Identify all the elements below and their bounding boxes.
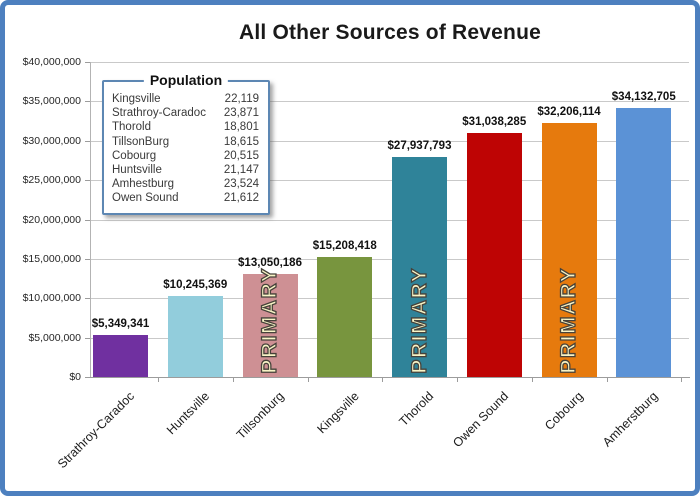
bar-owen-sound [466,132,522,377]
bar-value-label: $5,349,341 [91,317,150,330]
y-axis-tick-mark [85,298,91,300]
bar-value-label: $34,132,705 [611,91,676,104]
y-axis-tick-label: $5,000,000 [28,331,81,344]
x-axis-tick-mark [606,378,608,382]
bar-strathroy-caradoc [93,334,148,377]
y-axis: $40,000,000 $35,000,000 $30,000,000 $25,000… [5,56,91,383]
x-axis-category-label: Amherstburg [436,385,661,450]
y-axis-tick-mark [85,219,91,221]
x-axis-tick-mark [307,378,309,382]
population-value: 21,612 [223,192,259,205]
bar-value-label: $15,208,418 [312,240,377,253]
y-axis-tick-mark [85,62,91,63]
y-axis-tick-label: $10,000,000 [22,292,81,305]
legend-rows: Kingsville 22,119 Strathroy-Caradoc 23,871 T… [112,92,259,206]
population-value: 18,615 [223,135,259,148]
y-axis-tick-label: $30,000,000 [22,134,81,147]
population-city-name: Strathroy-Caradoc [112,107,206,120]
x-axis-tick-mark [457,378,458,382]
y-axis-tick-mark [85,337,91,339]
bar-amherstburg [616,108,672,377]
gridline [91,180,689,182]
x-axis-tick-mark [681,378,683,382]
y-axis-tick-label: $25,000,000 [22,174,81,187]
y-axis-tick-mark [85,101,91,103]
population-row: Cobourg 20,515 [112,149,259,163]
x-axis-tick-mark [232,378,234,382]
population-value: 20,515 [223,149,259,162]
population-city-name: Amhestburg [112,178,175,191]
gridline [91,101,689,103]
population-value: 21,147 [223,164,259,177]
y-axis-tick-mark [85,140,91,142]
bar-value-label: $31,038,285 [462,115,527,128]
gridline [91,298,689,300]
gridline [91,140,689,142]
bar-huntsville [167,296,223,377]
y-axis-tick-mark [85,377,91,378]
bar-cobourg: PRIMARY [541,123,597,377]
x-axis-category-label-text: Strathroy-Caradoc [55,389,138,472]
bar-kingsville [317,257,373,377]
population-city-name: TillsonBurg [112,135,170,148]
x-axis-labels: Strathroy-Caradoc Huntsville Tillsonburg Ki… [55,377,689,495]
x-axis-tick-mark [382,378,384,382]
bar-thorold: PRIMARY [392,157,447,377]
population-row: Amhestburg 23,524 [112,177,259,191]
y-axis-tick-mark [85,180,91,182]
gridline [91,258,689,260]
bar-value-label: $10,245,369 [163,279,228,292]
population-city-name: Cobourg [112,149,157,162]
gridline [91,337,689,339]
x-axis-line [90,377,690,378]
chart-title: All Other Sources of Revenue [238,21,541,44]
population-row: Owen Sound 21,612 [112,191,259,205]
population-row: Strathroy-Caradoc 23,871 [112,106,259,120]
bar-tillsonburg: PRIMARY [242,267,298,377]
primary-overlay-text: PRIMARY [257,267,281,375]
population-value: 22,119 [224,93,259,105]
y-axis-tick-label: $20,000,000 [22,213,81,226]
plot-area: $5,349,341 $10,245,369 PRIMARY $13,050,186 $… [90,62,690,382]
gridline [91,219,689,221]
population-legend: Population Kingsville 22,119 Strathroy-Car… [102,72,270,215]
population-row: Huntsville 21,147 [112,163,259,177]
bar-value-label: $32,206,114 [537,106,601,119]
bar-value-label: $27,937,793 [387,139,452,152]
gridline [91,62,689,63]
population-city-name: Owen Sound [112,192,179,205]
population-row: TillsonBurg 18,615 [112,135,259,149]
x-axis-tick-mark [158,378,159,382]
y-axis-tick-label: $40,000,000 [22,56,81,68]
y-axis-tick-mark [85,258,91,260]
y-axis-tick-label: $0 [69,371,81,383]
population-row: Thorold 18,801 [112,120,259,134]
population-value: 23,871 [223,107,259,120]
bar-value-label: $13,050,186 [238,257,302,270]
primary-overlay-text: PRIMARY [556,267,580,375]
y-axis-line [90,62,91,378]
y-axis-tick-label: $35,000,000 [22,95,81,108]
primary-overlay-text: PRIMARY [407,267,431,375]
x-axis-tick-mark [531,378,533,382]
y-axis-tick-label: $15,000,000 [22,252,81,265]
x-axis-category-label-text: Amherstburg [600,389,661,450]
population-row: Kingsville 22,119 [112,92,259,106]
legend-title: Population [143,72,229,88]
population-city-name: Thorold [112,121,151,134]
population-value: 23,524 [223,178,259,191]
population-city-name: Huntsville [112,164,162,177]
population-value: 18,801 [223,121,259,134]
population-city-name: Kingsville [112,93,161,105]
